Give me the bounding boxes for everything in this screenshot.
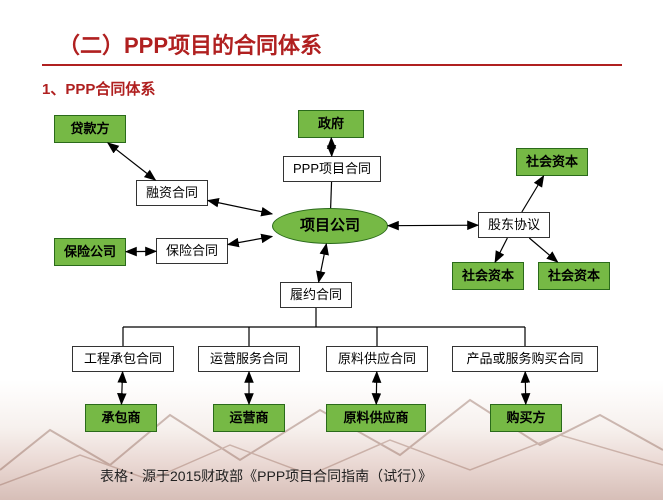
page-title: （二）PPP项目的合同体系 [58, 28, 322, 60]
diagram-edges [0, 0, 663, 500]
footer-citation: 表格：源于2015财政部《PPP项目合同指南（试行）》 [100, 466, 432, 486]
section-subtitle: 1、PPP合同体系 [42, 78, 155, 99]
header-underline [42, 64, 622, 66]
